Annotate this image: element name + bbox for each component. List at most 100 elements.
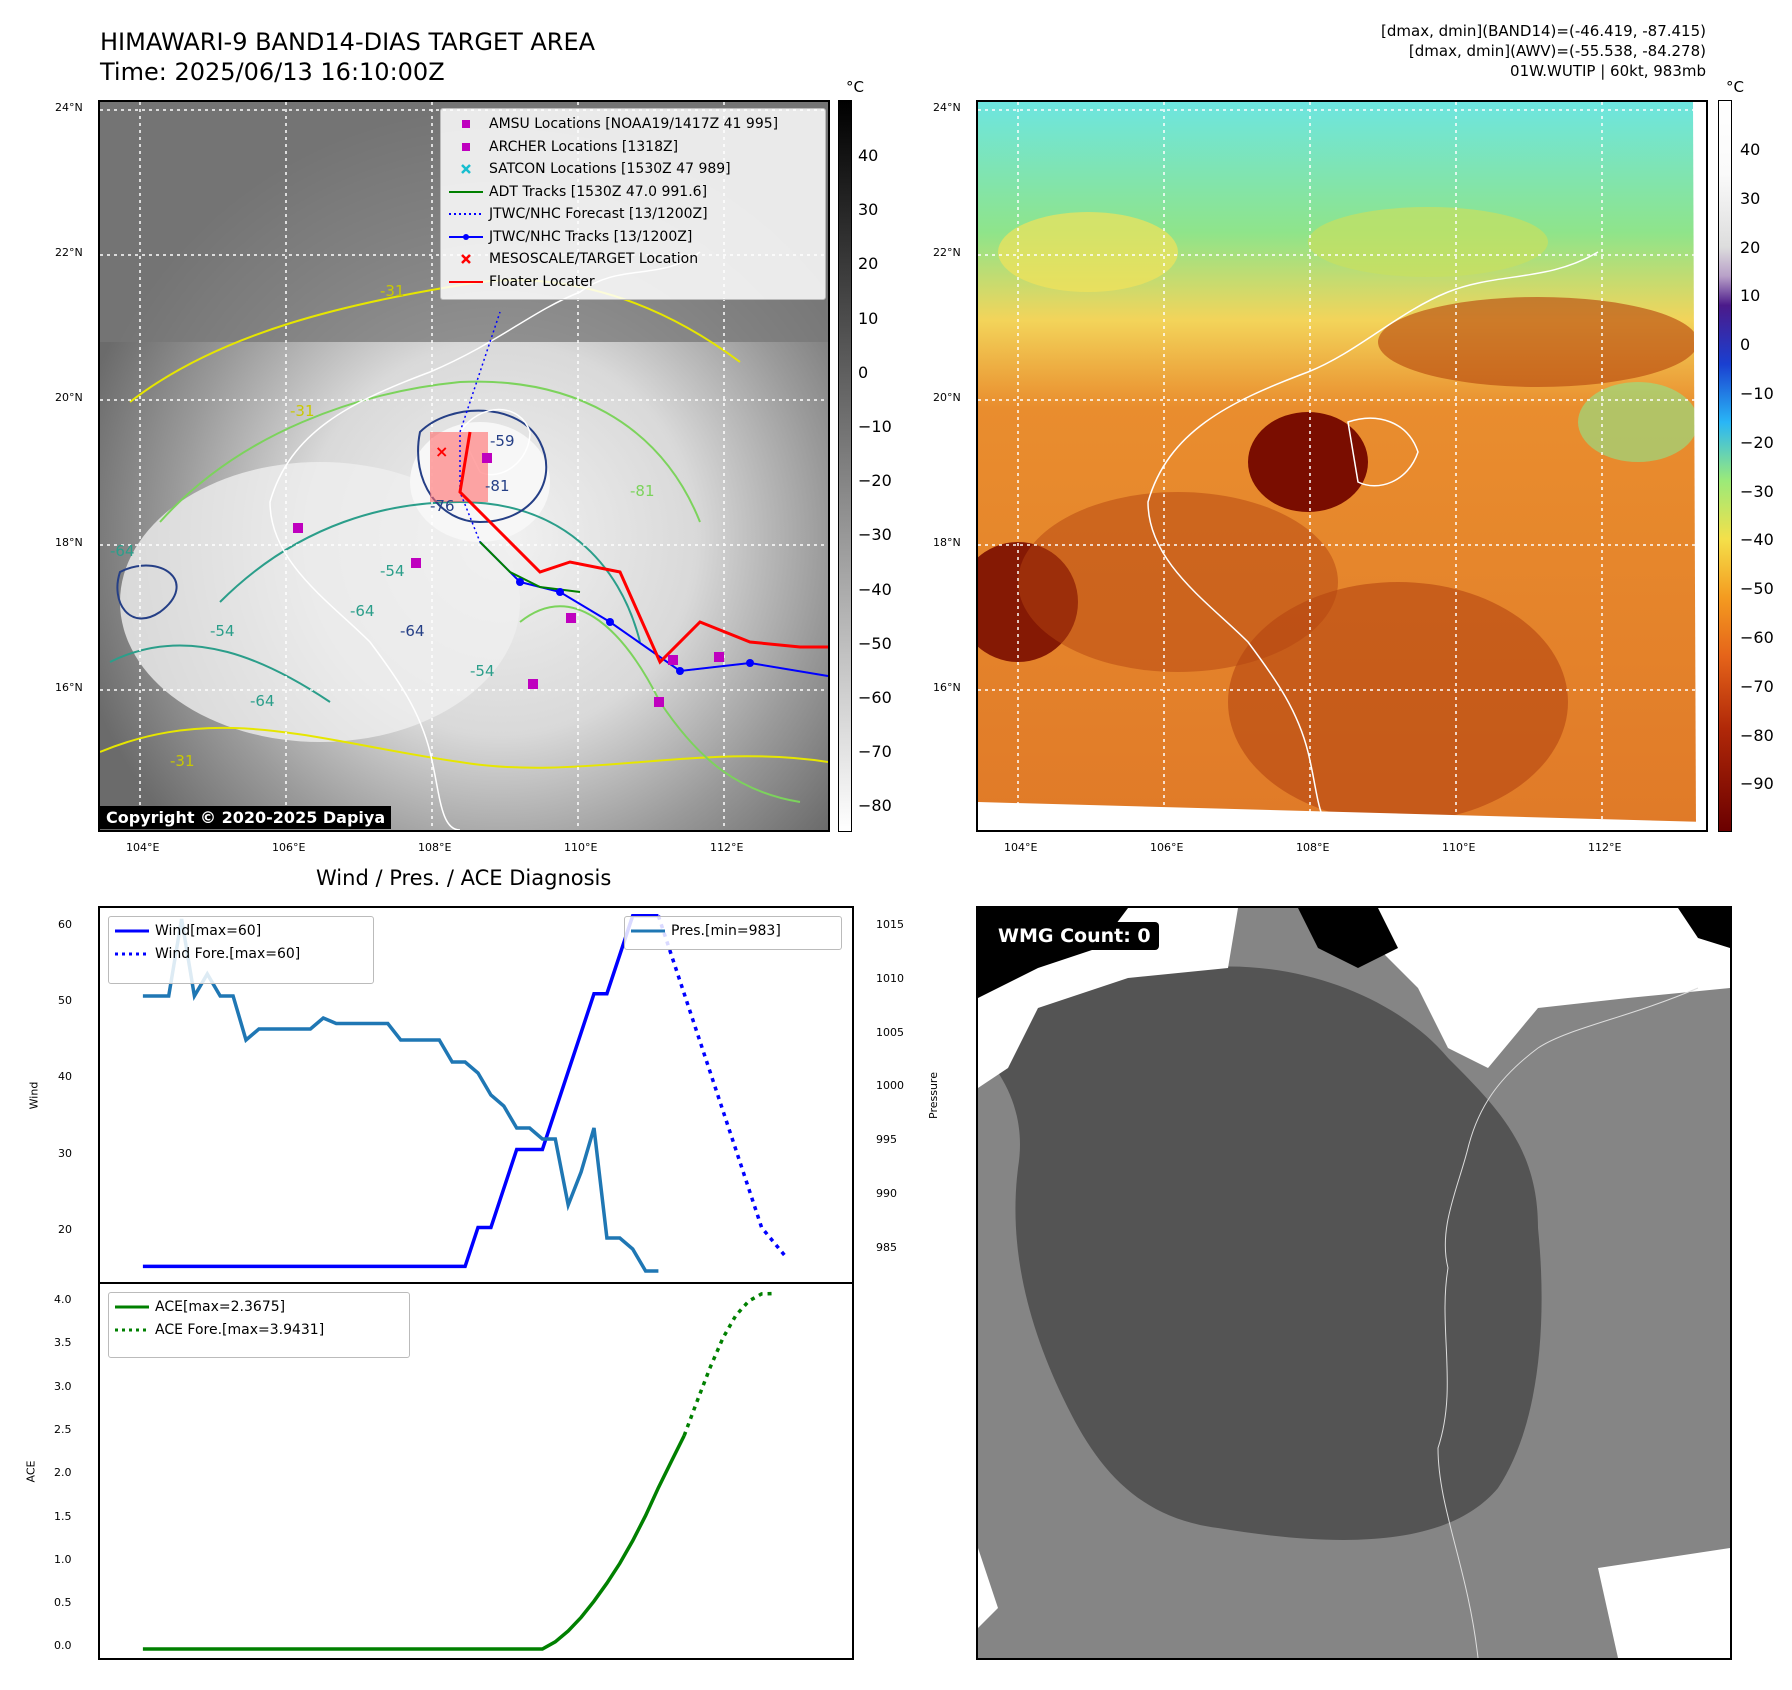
legend-entry: ADT Tracks [1530Z 47.0 991.6]: [449, 181, 817, 204]
colorbar-tick: 30: [858, 200, 879, 220]
colorbar-tick: 40: [858, 146, 879, 165]
line-icon: [449, 189, 483, 195]
awv-colorbar: [1718, 100, 1732, 832]
axis-tick: 4.0: [54, 1293, 72, 1306]
colorbar-tick: 10: [1740, 286, 1761, 306]
awv-map-panel: [976, 100, 1708, 832]
contour-label: -31: [170, 752, 195, 770]
lat-tick: 24°N: [55, 101, 83, 114]
lat-tick: 18°N: [55, 536, 83, 549]
legend-entry: Floater Locater: [449, 271, 817, 294]
colorbar-tick: 40: [1740, 140, 1761, 159]
wmg-count-badge: WMG Count: 0: [990, 922, 1159, 950]
square-marker-icon: [449, 119, 483, 129]
diagnosis-title: Wind / Pres. / ACE Diagnosis: [316, 866, 612, 890]
ir-colorbar-unit: °C: [846, 78, 864, 96]
solid-line-icon: [115, 928, 149, 934]
axis-tick: 3.0: [54, 1379, 72, 1393]
colorbar-tick: −50: [858, 633, 892, 653]
legend-ace: ACE[max=2.3675]: [115, 1295, 403, 1318]
axis-tick: 1005: [876, 1025, 904, 1039]
ace-axis-label: ACE: [24, 1460, 38, 1483]
axis-tick: 60: [58, 918, 72, 931]
awv-map-image: [978, 102, 1706, 830]
colorbar-tick: −30: [1740, 481, 1774, 501]
legend-wind: Wind[max=60]: [115, 919, 367, 942]
contour-label: -31: [380, 282, 405, 300]
contour-label: -64: [250, 692, 275, 710]
ace-legend: ACE[max=2.3675] ACE Fore.[max=3.9431]: [108, 1292, 410, 1358]
axis-tick: 1015: [876, 918, 904, 931]
lat-tick: 22°N: [933, 246, 961, 259]
contour-labels: -31 -31 -31 -54 -54 -54 -64 -64 -64 -64 …: [100, 102, 828, 830]
legend-entry-label: JTWC/NHC Tracks [13/1200Z]: [489, 228, 693, 245]
colorbar-tick: 20: [1740, 237, 1761, 257]
copyright-label: Copyright © 2020-2025 Dapiya: [100, 806, 392, 829]
colorbar-tick: 10: [858, 308, 879, 328]
colorbar-tick: −80: [1740, 725, 1774, 745]
lon-tick: 110°E: [1442, 841, 1476, 854]
contour-label: -81: [630, 482, 655, 500]
ace-chart: ACE[max=2.3675] ACE Fore.[max=3.9431]: [98, 1282, 854, 1660]
colorbar-tick: −60: [1740, 628, 1774, 647]
colorbar-tick: −70: [1740, 676, 1774, 696]
line-icon: [449, 279, 483, 285]
series-line: [142, 1434, 686, 1651]
legend-entry-label: ADT Tracks [1530Z 47.0 991.6]: [489, 183, 708, 200]
axis-tick: 995: [876, 1133, 897, 1147]
x-marker-icon: [449, 164, 483, 175]
legend-entry-label: ARCHER Locations [1318Z]: [489, 138, 679, 155]
contour-label: -54: [210, 622, 235, 640]
colorbar-tick: −40: [858, 579, 892, 599]
ir-colorbar: [838, 100, 852, 832]
legend-entry: ARCHER Locations [1318Z]: [449, 136, 817, 159]
axis-tick: 0.0: [54, 1639, 72, 1653]
axis-tick: 30: [58, 1146, 72, 1160]
legend-ace-fore: ACE Fore.[max=3.9431]: [115, 1318, 403, 1341]
series-line: [142, 914, 659, 1269]
axis-tick: 1.0: [54, 1552, 72, 1566]
dotted-line-icon: [115, 1327, 149, 1333]
axis-tick: 1000: [876, 1079, 904, 1093]
contour-label: -54: [380, 562, 405, 580]
axis-tick: 1.5: [54, 1509, 72, 1523]
wind-legend: Wind[max=60] Wind Fore.[max=60]: [108, 916, 374, 984]
legend-entry: JTWC/NHC Tracks [13/1200Z]: [449, 226, 817, 249]
figure-title: HIMAWARI-9 BAND14-DIAS TARGET AREA: [100, 28, 596, 56]
lat-tick: 16°N: [55, 681, 83, 694]
colorbar-tick: 0: [858, 362, 869, 382]
legend-entry-label: Floater Locater: [489, 273, 595, 290]
solid-line-icon: [115, 1304, 149, 1310]
wmg-panel: WMG Count: 0: [976, 906, 1732, 1660]
wind-axis-label: Wind: [27, 1081, 41, 1110]
lon-tick: 108°E: [1296, 841, 1330, 854]
contour-label: -59: [490, 432, 515, 450]
colorbar-tick: −30: [858, 525, 892, 545]
dotted-line-icon: [115, 951, 149, 957]
legend-entry: MESOSCALE/TARGET Location: [449, 248, 817, 271]
axis-tick: 2.0: [54, 1466, 72, 1480]
colorbar-tick: −80: [858, 796, 892, 816]
ir-map-panel: × -31 -31 -31 -54 -54 -54 -64 -64 -64 -6…: [98, 100, 830, 832]
dotted-line-icon: [449, 211, 483, 217]
contour-label: -64: [400, 622, 425, 640]
legend-ace-fore-label: ACE Fore.[max=3.9431]: [155, 1321, 325, 1338]
colorbar-tick: 20: [858, 254, 879, 274]
colorbar-tick: −90: [1740, 774, 1774, 794]
solid-line-icon: [631, 928, 665, 934]
lon-tick: 108°E: [418, 841, 452, 854]
wind-pressure-chart: Wind[max=60] Wind Fore.[max=60] Pres.[mi…: [98, 906, 854, 1284]
lon-tick: 112°E: [1588, 841, 1622, 854]
colorbar-tick: −70: [858, 742, 892, 762]
axis-tick: 2.5: [54, 1422, 72, 1436]
axis-tick: 0.5: [54, 1596, 72, 1610]
x-marker-icon: [449, 254, 483, 265]
legend-entry-label: AMSU Locations [NOAA19/1417Z 41 995]: [489, 116, 779, 133]
colorbar-tick: −10: [858, 417, 892, 436]
axis-tick: 20: [58, 1222, 72, 1236]
axis-tick: 990: [876, 1187, 897, 1200]
lat-tick: 20°N: [55, 391, 83, 404]
legend-entry: SATCON Locations [1530Z 47 989]: [449, 158, 817, 181]
pressure-axis-label: Pressure: [926, 1072, 940, 1119]
colorbar-tick: −40: [1740, 530, 1774, 550]
